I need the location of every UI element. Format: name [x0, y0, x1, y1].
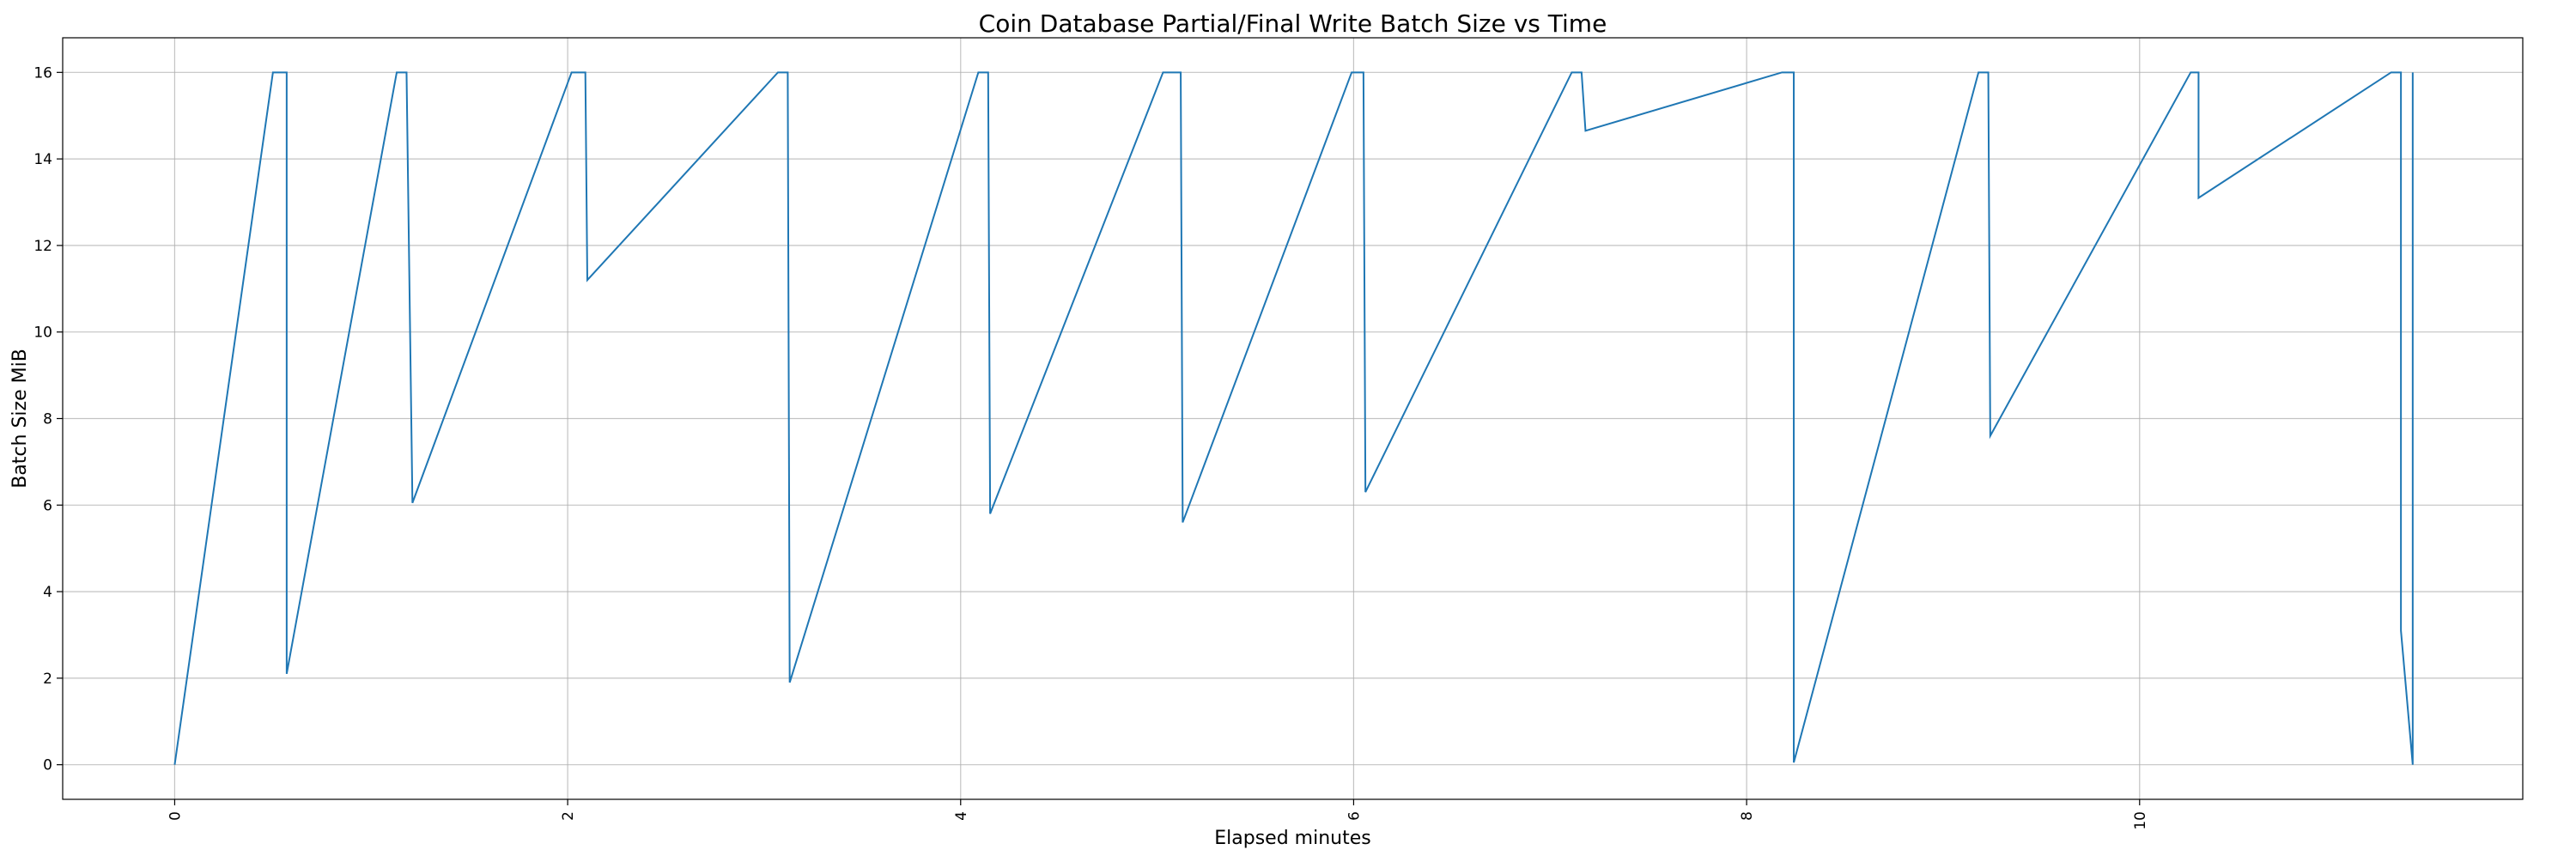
y-tick-label: 6 — [43, 497, 52, 514]
y-tick-label: 14 — [33, 151, 52, 168]
x-tick-label: 2 — [560, 811, 577, 821]
tick-layer: 0 2 4 6 8 10 0 2 4 6 8 10 12 14 16 — [33, 64, 2148, 829]
series-line — [173, 71, 2414, 765]
y-tick-label: 12 — [33, 238, 52, 255]
y-tick-label: 10 — [33, 325, 52, 342]
y-tick-label: 2 — [43, 671, 52, 688]
series-layer — [173, 71, 2414, 765]
x-axis-label: Elapsed minutes — [1214, 828, 1370, 849]
x-tick-label: 8 — [1739, 811, 1756, 821]
x-tick-label: 4 — [953, 811, 970, 821]
y-tick-label: 0 — [43, 757, 52, 774]
x-tick-label: 0 — [167, 811, 184, 821]
y-axis-label: Batch Size MiB — [9, 349, 31, 489]
y-tick-label: 4 — [43, 584, 52, 601]
y-tick-label: 8 — [43, 411, 52, 428]
y-tick-label: 16 — [33, 64, 52, 82]
chart-title: Coin Database Partial/Final Write Batch … — [979, 9, 1607, 38]
x-tick-label: 10 — [2132, 811, 2149, 830]
x-tick-label: 6 — [1346, 811, 1363, 821]
grid-layer — [63, 38, 2523, 799]
